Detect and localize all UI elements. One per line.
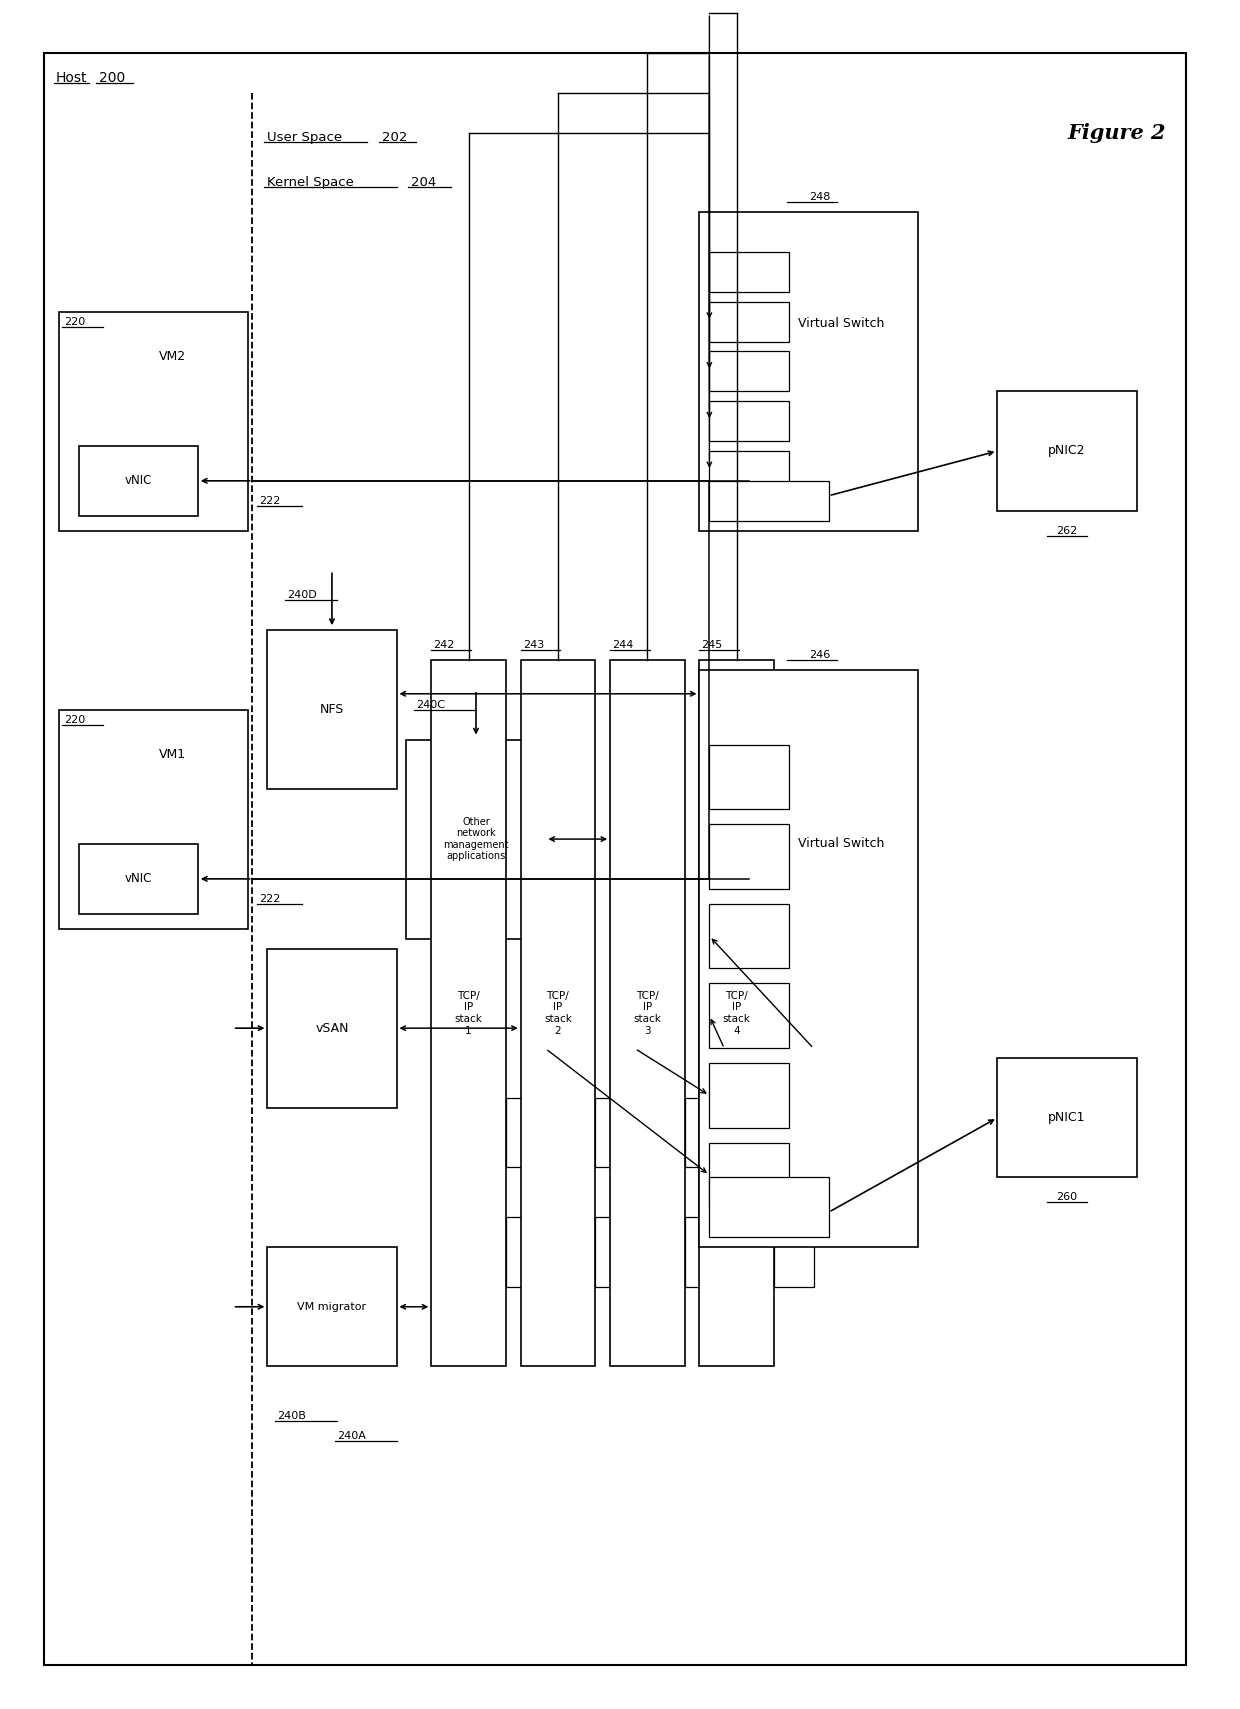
Bar: [709, 904, 789, 969]
Text: 222: 222: [259, 894, 280, 904]
Text: 200: 200: [98, 70, 125, 85]
Text: Kernel Space: Kernel Space: [268, 176, 355, 188]
Bar: [709, 251, 789, 292]
Bar: [684, 1217, 724, 1287]
Bar: [709, 983, 789, 1048]
Text: vSAN: vSAN: [315, 1022, 348, 1034]
Text: pNIC2: pNIC2: [1048, 444, 1086, 458]
Bar: [709, 302, 789, 342]
Bar: [699, 670, 918, 1248]
Text: VM migrator: VM migrator: [298, 1302, 367, 1313]
Bar: [78, 844, 198, 914]
Text: vNIC: vNIC: [124, 872, 153, 885]
Text: 220: 220: [63, 714, 86, 725]
Bar: [709, 402, 789, 441]
Bar: [709, 824, 789, 889]
Bar: [709, 480, 828, 521]
Bar: [709, 745, 789, 810]
Text: User Space: User Space: [268, 132, 342, 144]
Text: vNIC: vNIC: [124, 475, 153, 487]
Text: TCP/
IP
stack
3: TCP/ IP stack 3: [634, 991, 661, 1036]
Bar: [432, 660, 506, 1367]
Bar: [58, 311, 248, 530]
Text: pNIC1: pNIC1: [1048, 1111, 1086, 1125]
Text: 244: 244: [613, 641, 634, 649]
Bar: [699, 212, 918, 530]
Text: 242: 242: [433, 641, 455, 649]
Text: 222: 222: [259, 496, 280, 506]
Text: 262: 262: [1056, 526, 1078, 535]
Bar: [997, 391, 1137, 511]
Text: 248: 248: [808, 191, 830, 202]
Bar: [709, 1143, 789, 1207]
Text: VM1: VM1: [159, 749, 186, 761]
Bar: [997, 1058, 1137, 1178]
Text: 240A: 240A: [337, 1430, 366, 1441]
Bar: [699, 660, 774, 1367]
Text: 246: 246: [808, 649, 830, 660]
Text: 220: 220: [63, 316, 86, 326]
Bar: [506, 1097, 546, 1167]
Text: 260: 260: [1056, 1193, 1078, 1203]
Text: 202: 202: [382, 132, 407, 144]
Bar: [521, 660, 595, 1367]
Bar: [610, 660, 684, 1367]
Bar: [774, 1097, 813, 1167]
Bar: [268, 631, 397, 790]
Text: 245: 245: [702, 641, 723, 649]
Bar: [709, 352, 789, 391]
Text: Host: Host: [56, 70, 87, 85]
Bar: [268, 948, 397, 1107]
Text: 240D: 240D: [288, 590, 317, 600]
Bar: [506, 1217, 546, 1287]
Bar: [58, 709, 248, 928]
Text: TCP/
IP
stack
2: TCP/ IP stack 2: [544, 991, 572, 1036]
Text: 240B: 240B: [278, 1412, 306, 1422]
Text: TCP/
IP
stack
1: TCP/ IP stack 1: [455, 991, 482, 1036]
Text: 204: 204: [412, 176, 436, 188]
Text: 240C: 240C: [417, 699, 445, 709]
Text: NFS: NFS: [320, 702, 343, 716]
Bar: [709, 1063, 789, 1128]
Text: Figure 2: Figure 2: [1068, 123, 1166, 142]
Bar: [709, 451, 789, 490]
Bar: [268, 1248, 397, 1367]
Text: Other
network
management
applications: Other network management applications: [443, 817, 508, 861]
Text: Virtual Switch: Virtual Switch: [799, 318, 884, 330]
Bar: [595, 1097, 635, 1167]
Bar: [595, 1217, 635, 1287]
Bar: [684, 1097, 724, 1167]
Bar: [709, 1178, 828, 1237]
Text: 243: 243: [522, 641, 544, 649]
Bar: [78, 446, 198, 516]
Text: VM2: VM2: [159, 350, 186, 362]
Bar: [407, 740, 546, 938]
Text: TCP/
IP
stack
4: TCP/ IP stack 4: [723, 991, 750, 1036]
Text: Virtual Switch: Virtual Switch: [799, 837, 884, 849]
Bar: [774, 1217, 813, 1287]
